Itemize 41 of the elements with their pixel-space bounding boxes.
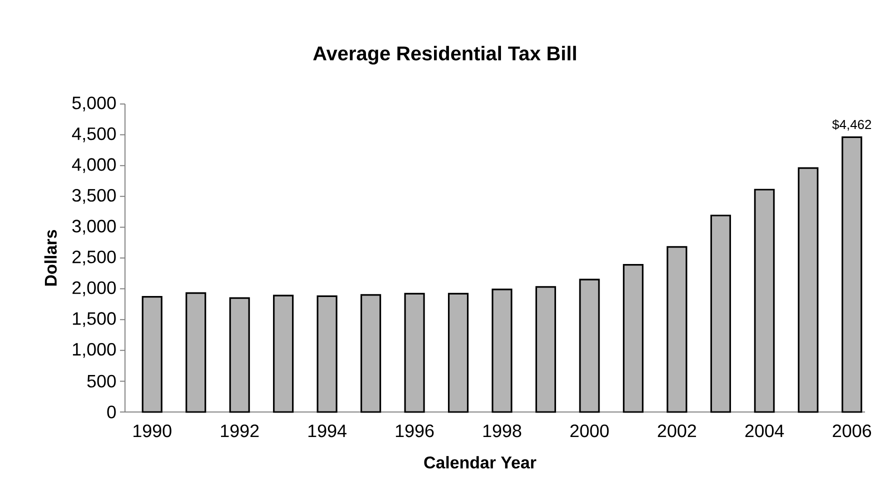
x-tick-label: 1990 xyxy=(134,424,172,438)
bar xyxy=(186,292,206,413)
x-tick-label: 1996 xyxy=(396,424,434,438)
bar xyxy=(360,294,382,413)
bar xyxy=(142,296,162,413)
x-tick-label: 1994 xyxy=(308,424,346,438)
bar xyxy=(273,294,294,413)
bar xyxy=(622,264,644,413)
bar xyxy=(842,136,862,413)
x-tick-label: 2002 xyxy=(658,424,696,438)
y-axis-title: Dollars xyxy=(44,230,57,286)
bar xyxy=(710,214,731,413)
y-tick-label: 5,000 xyxy=(72,96,116,112)
chart-title: Average Residential Tax Bill xyxy=(313,46,576,64)
y-tick-label: 4,500 xyxy=(72,127,116,142)
x-tick-label: 2004 xyxy=(745,424,784,438)
y-tick-label: 4,000 xyxy=(72,158,116,174)
bar xyxy=(798,167,818,413)
y-tick-label: 0 xyxy=(107,406,116,418)
y-tick-label: 3,500 xyxy=(72,188,116,204)
y-tick-label: 3,000 xyxy=(72,220,116,235)
bar xyxy=(666,246,688,413)
x-tick-label: 2000 xyxy=(570,424,609,438)
y-tick-label: 2,500 xyxy=(72,250,116,266)
x-tick-label: 1992 xyxy=(221,424,259,438)
y-tick-label: 500 xyxy=(87,374,116,388)
bar xyxy=(229,297,250,413)
bar xyxy=(316,295,338,413)
y-tick-label: 1,000 xyxy=(72,342,116,358)
bar xyxy=(404,292,425,413)
y-tick-label: 1,500 xyxy=(72,312,116,328)
x-axis-title: Calendar Year xyxy=(424,456,536,468)
bar xyxy=(754,188,775,413)
bar xyxy=(579,278,600,413)
x-tick-label: 2006 xyxy=(832,424,872,438)
bar xyxy=(492,288,512,413)
data-label: $4,462 xyxy=(832,119,872,131)
bar xyxy=(535,286,556,413)
bar xyxy=(448,292,469,413)
y-tick-label: 2,000 xyxy=(72,281,116,296)
x-tick-label: 1998 xyxy=(483,424,522,438)
